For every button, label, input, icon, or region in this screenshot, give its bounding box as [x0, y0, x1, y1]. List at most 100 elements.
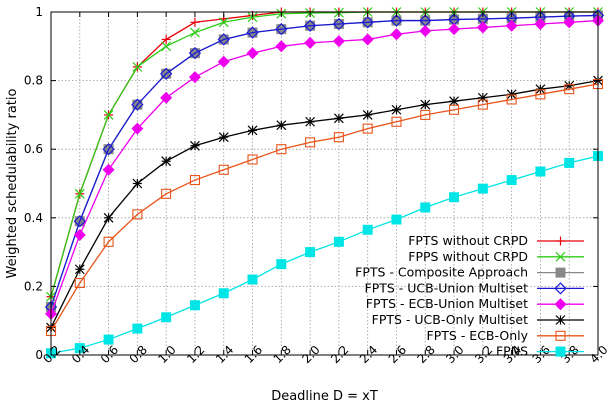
data-point: [102, 143, 115, 156]
x-tick-label: 2.6: [386, 343, 409, 366]
data-point: [160, 67, 173, 80]
legend-marker: [555, 330, 566, 341]
marker-stroke: [131, 98, 144, 111]
legend-entry: FPTS without CRPD: [408, 233, 584, 248]
marker-dot: [165, 72, 167, 75]
marker-dot: [280, 148, 283, 150]
legend-marker: [554, 298, 567, 311]
marker-stroke: [160, 67, 173, 80]
marker-stroke: [132, 209, 143, 220]
marker-stroke: [420, 109, 431, 120]
legend-label: FPTS - ECB-Only: [427, 328, 529, 343]
data-point: [391, 116, 402, 127]
data-point: [304, 36, 317, 49]
marker-stroke: [333, 132, 344, 143]
marker-dot: [424, 114, 427, 116]
legend-label: FPTS - UCB-Union Multiset: [365, 280, 529, 295]
data-point: [305, 137, 316, 148]
marker-stroke: [247, 154, 258, 165]
data-point: [506, 89, 517, 100]
data-point: [361, 16, 374, 29]
marker-stroke: [332, 17, 346, 31]
x-tick-label: 2.4: [357, 343, 380, 366]
data-point: [73, 228, 86, 241]
data-point: [332, 35, 345, 48]
x-tick-label: 3.0: [443, 343, 466, 366]
data-point: [131, 98, 144, 111]
marker-stroke: [391, 116, 402, 127]
data-point: [103, 334, 114, 345]
data-point: [361, 33, 374, 46]
marker-stroke: [217, 33, 230, 46]
data-point: [535, 84, 546, 95]
marker-stroke: [477, 99, 488, 110]
data-point: [73, 215, 86, 228]
data-point: [218, 288, 229, 299]
marker-stroke: [361, 16, 374, 29]
data-point: [275, 40, 288, 53]
data-point: [160, 91, 173, 104]
marker-dot: [280, 28, 283, 30]
marker-stroke: [247, 12, 258, 23]
x-tick-label: 3.2: [472, 343, 495, 366]
marker-dot: [453, 108, 455, 111]
series-4: [44, 14, 605, 320]
data-point: [534, 17, 547, 31]
marker-stroke: [218, 17, 229, 28]
x-tick-label: 1.2: [184, 343, 207, 366]
legend-marker: [555, 251, 566, 262]
marker-dot: [366, 21, 369, 24]
marker-dot: [395, 19, 398, 22]
marker-stroke: [555, 251, 566, 262]
marker-dot: [78, 220, 81, 223]
x-tick-label: 1.0: [155, 343, 178, 366]
legend-entry: FPTS - Composite Approach: [355, 265, 584, 280]
marker-stroke: [218, 164, 229, 175]
x-tick-label: 0.4: [69, 343, 92, 366]
legend-label: FPTS - Composite Approach: [355, 265, 528, 280]
marker-stroke: [74, 277, 85, 289]
marker-dot: [568, 88, 571, 90]
marker-stroke: [554, 282, 567, 295]
y-tick-label: 0.8: [24, 74, 43, 88]
data-point: [420, 109, 431, 120]
marker-dot: [482, 18, 484, 20]
marker-stroke: [362, 123, 373, 134]
data-point: [333, 132, 344, 143]
marker-dot: [559, 287, 562, 290]
marker-dot: [251, 158, 254, 161]
legend-marker: [556, 236, 565, 246]
data-point: [564, 84, 575, 95]
data-point: [333, 236, 344, 247]
marker-stroke: [506, 94, 517, 105]
legend-marker: [555, 315, 566, 325]
marker-stroke: [555, 330, 566, 341]
marker-dot: [539, 93, 542, 96]
data-point: [332, 17, 346, 31]
data-point: [333, 113, 344, 124]
data-point: [390, 14, 403, 27]
marker-dot: [165, 192, 167, 195]
marker-stroke: [103, 109, 114, 120]
marker-dot: [222, 38, 225, 41]
data-point: [161, 41, 172, 52]
series-3: [44, 9, 605, 314]
marker-dot: [424, 19, 427, 22]
data-point: [247, 274, 258, 285]
data-point: [563, 16, 576, 29]
data-point: [246, 47, 259, 60]
data-point: [420, 99, 431, 110]
marker-stroke: [189, 175, 200, 186]
y-tick-label: 0.2: [24, 279, 43, 293]
data-point: [246, 26, 259, 39]
x-tick-label: 3.6: [530, 343, 553, 366]
legend-label: FPTS - ECB-Union Multiset: [366, 296, 528, 311]
marker-dot: [107, 241, 110, 243]
data-point: [420, 202, 431, 213]
legend-entry: FPTS - ECB-Only: [427, 328, 584, 343]
marker-dot: [395, 120, 398, 123]
data-point: [132, 178, 143, 189]
legend-entry: FPPS without CRPD: [408, 249, 584, 264]
